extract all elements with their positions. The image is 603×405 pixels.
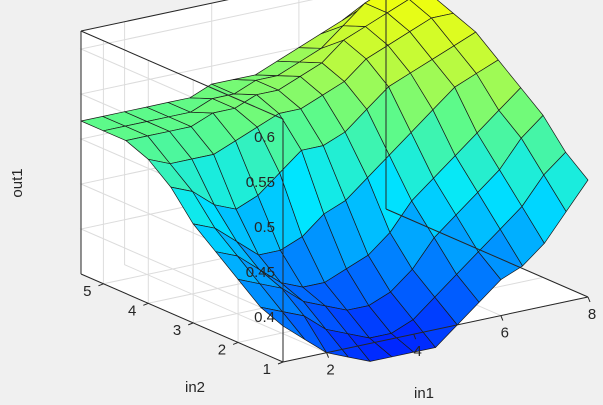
z-tick-label: 0.6: [254, 129, 275, 146]
x-tick-mark: [587, 296, 591, 303]
x-tick-mark: [413, 333, 417, 340]
axes-edge: [385, 208, 589, 298]
x-axis-label: in1: [414, 385, 434, 402]
axes-edge: [80, 30, 284, 120]
surface-mesh: [80, 0, 589, 362]
tick-labels: 0.4 0.45 0.5 0.55 0.6 2 4 6 8 1 2 3 4 5: [83, 129, 596, 379]
x-tick-mark: [500, 315, 504, 321]
x-tick-label: 4: [414, 343, 422, 360]
y-axis-label: in2: [185, 379, 205, 396]
z-tick-label: 0.5: [254, 219, 275, 236]
x-gridline: [124, 21, 327, 354]
y-tick-mark: [232, 341, 239, 345]
z-tick-label: 0.55: [246, 174, 275, 191]
y-tick-label: 1: [263, 361, 271, 378]
y-tick-label: 2: [218, 341, 226, 358]
y-tick-label: 4: [128, 302, 136, 319]
y-tick-mark: [277, 361, 284, 365]
x-tick-mark: [326, 352, 330, 358]
z-tick-label: 0.4: [254, 309, 275, 326]
axes-box: [80, 0, 591, 365]
axes-edge: [80, 273, 284, 363]
x-tick-label: 2: [326, 362, 334, 379]
y-tick-mark: [188, 322, 194, 326]
y-tick-mark: [143, 302, 149, 306]
z-axis-label: out1: [9, 168, 26, 197]
z-tick-label: 0.45: [246, 264, 275, 281]
surface-face: [543, 151, 589, 212]
axes-edge: [282, 296, 589, 363]
x-tick-label: 6: [501, 325, 509, 342]
axes-edge: [80, 0, 229, 32]
y-tick-label: 3: [173, 322, 181, 339]
x-tick-label: 8: [588, 306, 596, 323]
y-tick-label: 5: [83, 283, 91, 300]
y-tick-mark: [98, 283, 104, 287]
